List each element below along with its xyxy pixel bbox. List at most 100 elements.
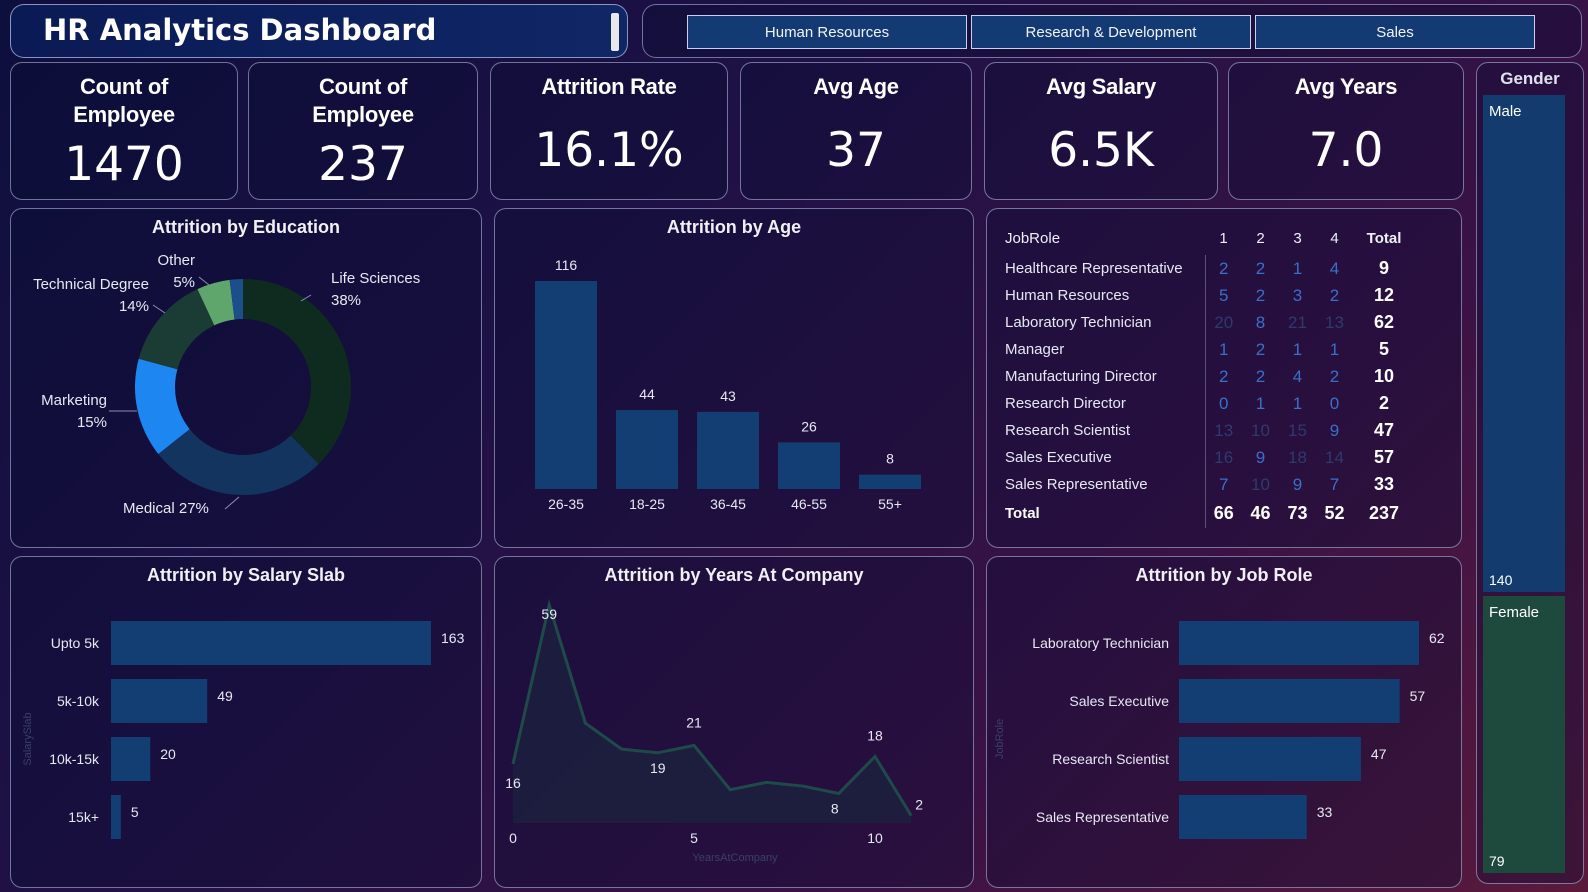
years-point-label: 2 (915, 797, 923, 813)
salary-tick-label: 5k-10k (57, 693, 100, 709)
row-value: 20 (1214, 312, 1234, 332)
axis-title: SalarySlab (22, 712, 34, 765)
row-value: 2 (1329, 285, 1340, 305)
row-value: 0 (1329, 393, 1340, 413)
filter-research-development[interactable]: Research & Development (971, 15, 1251, 49)
filter-human-resources[interactable]: Human Resources (687, 15, 967, 49)
salary-bar[interactable] (111, 679, 208, 723)
row-jobrole: Manufacturing Director (1005, 363, 1206, 390)
jobrole-bar[interactable] (1179, 795, 1307, 839)
table-row[interactable]: Sales Executive 16 9 18 14 57 (1005, 444, 1415, 471)
salary-tick-label: 10k-15k (49, 751, 100, 767)
gender-chart: Gender Male 140 Female 79 (1476, 62, 1584, 884)
row-value: 13 (1325, 312, 1344, 332)
kpi-label: Attrition Rate (541, 74, 677, 99)
row-value: 2 (1255, 366, 1266, 386)
row-value: 2 (1329, 366, 1340, 386)
gender-value-female: 79 (1489, 853, 1505, 869)
donut-slice-life-sciences[interactable] (243, 279, 351, 464)
salary-bar[interactable] (111, 737, 151, 781)
jobrole-bar-chart: JobRole Laboratory Technician 62 Sales Exec… (994, 621, 1445, 839)
jobrole-matrix-panel: JobRole 1 2 3 4 Total Healthcare Representativ… (986, 208, 1462, 548)
chart-title: Attrition by Education (152, 217, 340, 237)
salary-chart-panel: Attrition by Salary Slab SalarySlab Upto … (10, 556, 482, 888)
table-header-cell: JobRole (1005, 229, 1061, 247)
row-value: 3 (1292, 285, 1303, 305)
kpi-avg-years: Avg Years 7.0 (1228, 62, 1464, 200)
title-bar: HR Analytics Dashboard (10, 4, 628, 58)
age-bar[interactable] (535, 281, 597, 489)
total-value: 52 (1324, 502, 1345, 523)
kpi-avg-age: Avg Age 37 (740, 62, 972, 200)
table-row[interactable]: Research Scientist 13 10 15 9 47 (1005, 417, 1415, 444)
row-value: 1 (1329, 339, 1340, 359)
age-bar[interactable] (859, 474, 921, 489)
age-tick-label: 26-35 (548, 496, 584, 512)
chart-title: Attrition by Job Role (1135, 565, 1313, 585)
table-row[interactable]: Laboratory Technician 20 8 21 13 62 (1005, 309, 1415, 336)
table-row[interactable]: Healthcare Representative 2 2 1 4 9 (1005, 255, 1415, 282)
row-value: 7 (1329, 474, 1340, 494)
years-tick-label: 0 (509, 830, 517, 846)
jobrole-bar-value: 57 (1410, 688, 1426, 704)
age-tick-label: 55+ (878, 496, 902, 512)
total-value: 73 (1287, 502, 1308, 523)
kpi-label: Avg Age (813, 74, 899, 99)
age-bar[interactable] (778, 442, 840, 489)
row-value: 1 (1255, 393, 1266, 413)
donut-slice-technical-degree[interactable] (138, 289, 215, 370)
donut-slice-other[interactable] (229, 279, 243, 320)
gender-bar-male[interactable]: Male 140 (1483, 95, 1565, 592)
title-accent (611, 13, 619, 51)
row-value: 1 (1292, 393, 1303, 413)
donut-slice-medical[interactable] (158, 429, 319, 495)
row-value: 2 (1219, 258, 1229, 278)
salary-bar[interactable] (111, 621, 431, 665)
donut-label: 38% (331, 292, 361, 309)
row-jobrole: Human Resources (1005, 282, 1206, 309)
gender-bar-female[interactable]: Female 79 (1483, 596, 1565, 873)
row-value: 4 (1292, 366, 1303, 386)
age-bar[interactable] (697, 411, 759, 489)
row-value: 1 (1292, 339, 1303, 359)
filter-sales[interactable]: Sales (1255, 15, 1535, 49)
jobrole-bar[interactable] (1179, 621, 1419, 665)
grand-total: 237 (1368, 502, 1400, 523)
table-row[interactable]: Manager 1 2 1 1 5 (1005, 336, 1415, 363)
table-header-cell: 1 (1219, 229, 1228, 247)
jobrole-bar[interactable] (1179, 679, 1400, 723)
kpi-label: Count of Employee (312, 74, 414, 127)
row-value: 7 (1219, 474, 1229, 494)
table-row[interactable]: Research Director 0 1 1 0 2 (1005, 390, 1415, 417)
donut-leader-line (300, 294, 312, 302)
table-row[interactable]: Manufacturing Director 2 2 4 2 10 (1005, 363, 1415, 390)
donut-slice-other[interactable] (197, 279, 235, 326)
kpi-label: Avg Years (1294, 74, 1398, 99)
row-value: 4 (1329, 258, 1340, 278)
donut-label: 14% (119, 298, 149, 315)
years-point-label: 18 (867, 727, 883, 743)
row-total: 9 (1378, 258, 1389, 278)
age-chart-panel: Attrition by Age 116 26-35 44 18-25 43 36-45 2… (494, 208, 974, 548)
age-bar[interactable] (616, 410, 678, 489)
age-tick-label: 18-25 (629, 496, 665, 512)
jobrole-bar[interactable] (1179, 737, 1361, 781)
donut-slice-marketing[interactable] (135, 358, 190, 454)
jobrole-tick-label: Sales Representative (1036, 809, 1169, 825)
education-donut: Life Sciences 38% Medical 27% Marketing 15% T… (33, 252, 420, 517)
jobrole-bar-value: 33 (1317, 804, 1333, 820)
row-value: 0 (1219, 393, 1229, 413)
row-total: 33 (1373, 474, 1395, 494)
kpi-count-employee-attrition: Count of Employee 237 (248, 62, 478, 200)
years-point-label: 21 (686, 714, 702, 730)
table-row[interactable]: Human Resources 5 2 3 2 12 (1005, 282, 1415, 309)
salary-bar[interactable] (111, 795, 121, 839)
kpi-label: Avg Salary (1046, 74, 1156, 99)
age-bar-value: 44 (639, 386, 655, 402)
salary-bar-chart: SalarySlab Upto 5k 163 5k-10k 49 10k-15k 20 15k… (22, 621, 465, 839)
jobrole-chart-panel: Attrition by Job Role JobRole Laboratory … (986, 556, 1462, 888)
row-total: 10 (1373, 366, 1395, 386)
table-row[interactable]: Sales Representative 7 10 9 7 33 (1005, 471, 1415, 498)
salary-bar-value: 163 (441, 630, 465, 646)
age-bar-value: 8 (886, 451, 894, 467)
